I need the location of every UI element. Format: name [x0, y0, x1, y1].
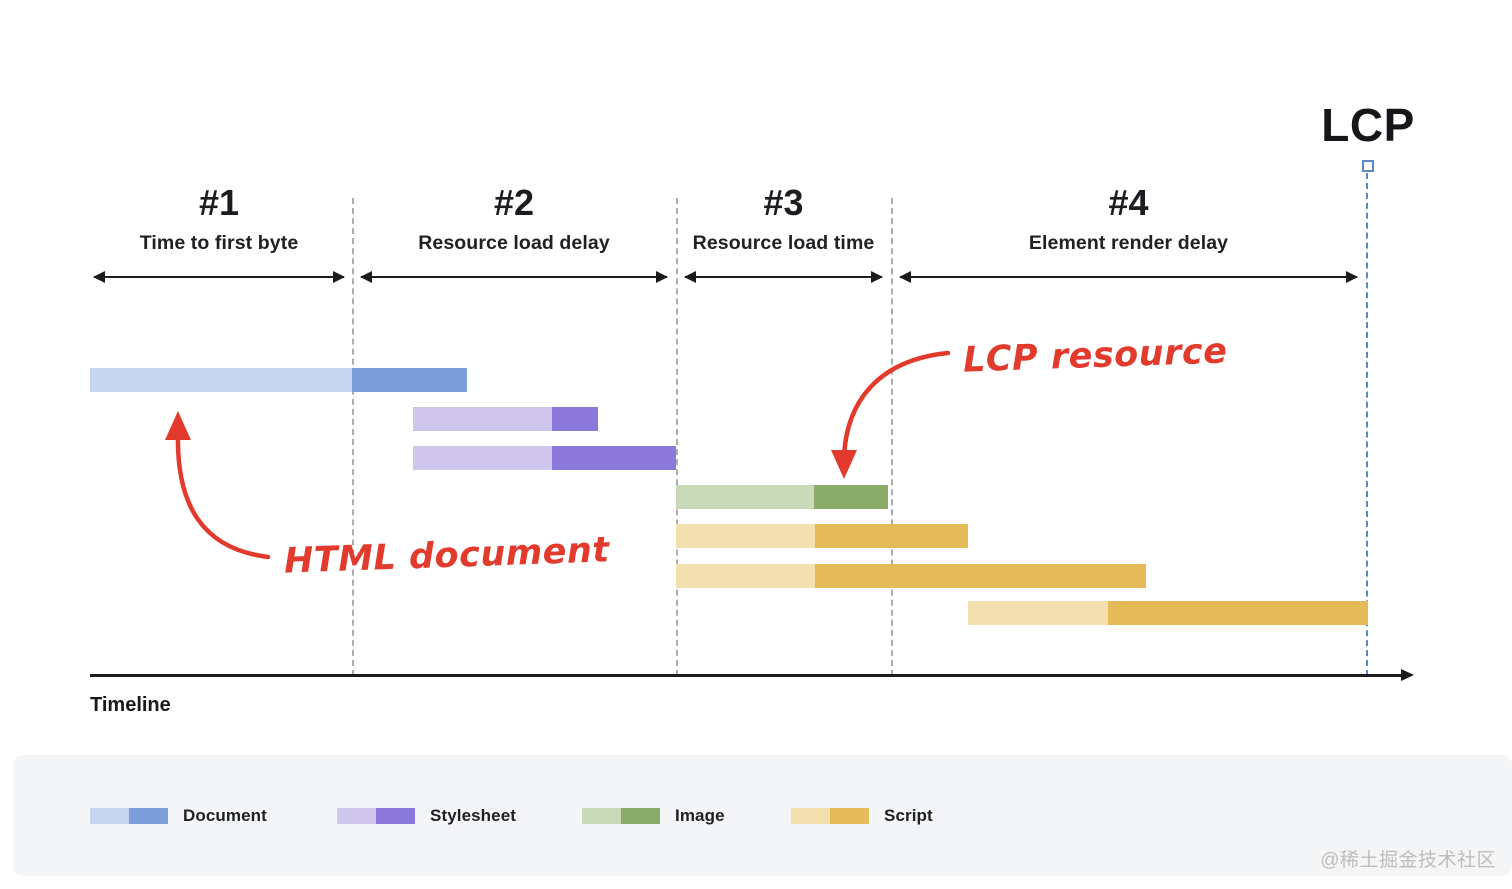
document-bar: [90, 368, 467, 392]
phase-label: Resource load time: [692, 232, 875, 254]
script-bar-light-segment: [968, 601, 1108, 625]
legend-label: Document: [183, 806, 267, 825]
phase-span-arrow: [684, 270, 883, 283]
image-swatch-dark: [621, 808, 660, 824]
phase-number: #4: [1108, 182, 1149, 223]
script-bar-dark-segment: [815, 564, 1146, 588]
phase-label: Time to first byte: [139, 232, 299, 254]
document-swatch: [90, 808, 168, 824]
stylesheet-swatch-light: [337, 808, 376, 824]
phase-divider-2: [676, 198, 678, 676]
legend: Document Stylesheet Image Script: [13, 755, 1512, 876]
script-bar-light-segment: [676, 564, 815, 588]
phase-label: Element render delay: [1028, 232, 1229, 254]
timeline-axis-arrowhead: [1401, 669, 1414, 681]
phase-span-arrow: [93, 270, 345, 283]
image-bar: [676, 485, 888, 509]
lcp-marker-square: [1362, 160, 1374, 172]
phase-section-3: #3 Resource load time: [684, 182, 883, 283]
script-swatch: [791, 808, 869, 824]
script-bar: [676, 564, 1146, 588]
document-bar-dark-segment: [352, 368, 467, 392]
phase-span-arrow: [360, 270, 668, 283]
watermark: @稀土掘金技术社区: [1320, 850, 1496, 871]
stylesheet-bar-light-segment: [413, 407, 552, 431]
html-document-arrow: [175, 429, 271, 560]
legend-item-script: Script: [791, 806, 933, 826]
image-swatch-light: [582, 808, 621, 824]
phase-section-4: #4 Element render delay: [899, 182, 1358, 283]
lcp-resource-arrowhead: [831, 450, 857, 479]
phase-divider-1: [352, 198, 354, 676]
image-bar-light-segment: [676, 485, 814, 509]
script-bar: [676, 524, 968, 548]
stylesheet-bar-dark-segment: [552, 407, 598, 431]
stylesheet-bar-light-segment: [413, 446, 552, 470]
legend-item-image: Image: [582, 806, 725, 826]
phase-divider-3: [891, 198, 893, 676]
legend-item-document: Document: [90, 806, 267, 826]
document-swatch-dark: [129, 808, 168, 824]
lcp-resource-arrow: [841, 350, 951, 461]
lcp-title: LCP: [1321, 99, 1415, 151]
legend-item-stylesheet: Stylesheet: [337, 806, 516, 826]
stylesheet-bar: [413, 407, 598, 431]
document-swatch-light: [90, 808, 129, 824]
phase-span-arrow: [899, 270, 1358, 283]
stylesheet-bar: [413, 446, 676, 470]
html-document-arrowhead: [165, 411, 191, 440]
annotation-lcp-resource: LCP resource: [962, 331, 1228, 381]
stylesheet-swatch: [337, 808, 415, 824]
timeline-label: Timeline: [90, 694, 171, 716]
document-bar-light-segment: [90, 368, 352, 392]
phase-number: #1: [198, 182, 240, 223]
phase-label: Resource load delay: [418, 232, 610, 254]
lcp-marker-line: [1366, 173, 1368, 676]
phase-section-2: #2 Resource load delay: [360, 182, 668, 283]
stylesheet-bar-dark-segment: [552, 446, 676, 470]
phase-number: #3: [763, 182, 804, 223]
script-bar: [968, 601, 1368, 625]
phase-section-1: #1 Time to first byte: [93, 182, 345, 283]
legend-label: Script: [884, 806, 933, 825]
script-bar-dark-segment: [1108, 601, 1368, 625]
annotation-html-document: HTML document: [283, 530, 611, 582]
timeline-axis: [90, 674, 1405, 677]
phase-number: #2: [493, 182, 535, 223]
image-swatch: [582, 808, 660, 824]
legend-label: Image: [675, 806, 725, 825]
image-bar-dark-segment: [814, 485, 888, 509]
script-swatch-dark: [830, 808, 869, 824]
script-bar-light-segment: [676, 524, 815, 548]
script-swatch-light: [791, 808, 830, 824]
legend-label: Stylesheet: [430, 806, 517, 825]
script-bar-dark-segment: [815, 524, 968, 548]
stylesheet-swatch-dark: [376, 808, 415, 824]
